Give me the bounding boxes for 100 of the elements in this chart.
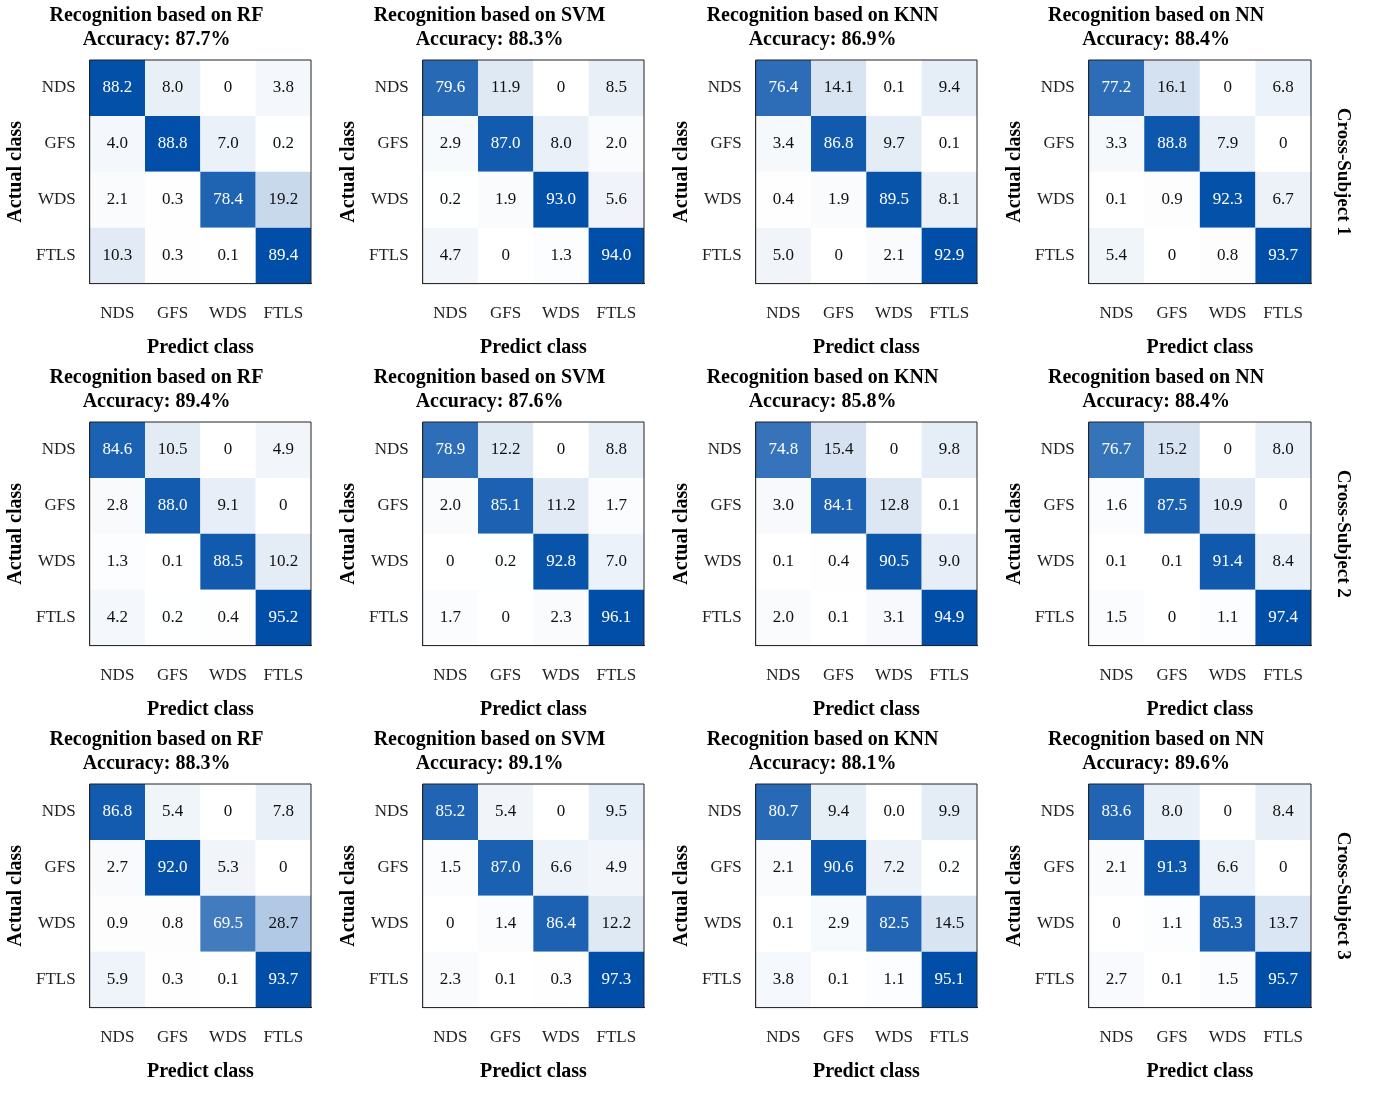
y-tick-label: FTLS bbox=[1034, 607, 1075, 627]
y-axis-title: Actual class bbox=[669, 482, 692, 585]
y-tick-label: WDS bbox=[703, 913, 742, 933]
x-tick-label: NDS bbox=[433, 303, 468, 323]
data-label: 0.4 bbox=[772, 189, 795, 209]
data-label: 0 bbox=[1167, 245, 1177, 265]
data-label: 0.4 bbox=[217, 607, 240, 627]
y-tick-label: WDS bbox=[1036, 189, 1075, 209]
data-label: 9.4 bbox=[938, 77, 961, 97]
x-tick-label: NDS bbox=[100, 665, 135, 685]
y-tick-label: GFS bbox=[44, 495, 76, 515]
x-tick-label: FTLS bbox=[263, 665, 304, 685]
data-label: 0.1 bbox=[1105, 551, 1128, 571]
x-axis-title: Predict class bbox=[812, 697, 920, 720]
data-label: 5.4 bbox=[495, 801, 517, 821]
data-label: 5.3 bbox=[217, 857, 239, 877]
x-tick-label: WDS bbox=[1208, 303, 1247, 323]
x-tick-label: GFS bbox=[490, 303, 522, 323]
data-label: 0.9 bbox=[106, 913, 128, 933]
x-tick-label: NDS bbox=[433, 665, 468, 685]
data-label: 4.2 bbox=[106, 607, 128, 627]
data-label: 87.0 bbox=[490, 133, 521, 153]
data-label: 12.2 bbox=[490, 439, 521, 459]
data-label: 1.5 bbox=[1105, 607, 1128, 627]
data-label: 16.1 bbox=[1157, 77, 1187, 97]
data-label: 7.9 bbox=[1217, 133, 1239, 153]
data-label: 7.0 bbox=[217, 133, 239, 153]
data-label: 3.3 bbox=[1105, 133, 1128, 153]
data-label: 0 bbox=[501, 245, 510, 265]
data-label: 7.2 bbox=[883, 857, 905, 877]
data-label: 80.7 bbox=[768, 801, 799, 821]
data-label: 95.2 bbox=[268, 607, 299, 627]
data-label: 83.6 bbox=[1101, 801, 1132, 821]
y-tick-label: FTLS bbox=[368, 245, 409, 265]
y-tick-label: FTLS bbox=[1034, 245, 1075, 265]
y-tick-label: NDS bbox=[374, 439, 409, 459]
y-tick-label: WDS bbox=[370, 189, 409, 209]
data-label: 0.3 bbox=[162, 969, 184, 989]
data-label: 0.0 bbox=[883, 801, 905, 821]
chart-subtitle: Accuracy: 88.3% bbox=[82, 751, 231, 775]
data-label: 0 bbox=[223, 77, 233, 97]
data-label: 0 bbox=[1167, 607, 1177, 627]
data-label: 1.6 bbox=[1105, 495, 1128, 515]
data-label: 1.4 bbox=[495, 913, 517, 933]
data-label: 10.5 bbox=[157, 439, 188, 459]
data-label: 0.9 bbox=[1161, 189, 1183, 209]
y-tick-label: NDS bbox=[374, 77, 409, 97]
data-label: 0 bbox=[1223, 801, 1232, 821]
x-axis-title: Predict class bbox=[479, 335, 587, 358]
y-axis-title: Actual class bbox=[3, 844, 26, 947]
x-tick-label: FTLS bbox=[929, 303, 970, 323]
x-tick-label: NDS bbox=[100, 1027, 135, 1047]
x-tick-label: NDS bbox=[766, 303, 801, 323]
data-label: 10.9 bbox=[1212, 495, 1243, 515]
data-label: 7.8 bbox=[272, 801, 294, 821]
data-label: 92.9 bbox=[934, 245, 965, 265]
x-tick-label: NDS bbox=[766, 665, 801, 685]
data-label: 0 bbox=[223, 439, 233, 459]
data-label: 4.0 bbox=[106, 133, 128, 153]
y-axis-title: Actual class bbox=[336, 482, 359, 585]
x-tick-label: NDS bbox=[1099, 665, 1134, 685]
data-label: 5.0 bbox=[772, 245, 794, 265]
data-label: 2.9 bbox=[439, 133, 461, 153]
x-tick-label: WDS bbox=[542, 665, 580, 685]
data-label: 0.1 bbox=[495, 969, 517, 989]
data-label: 0 bbox=[1223, 77, 1232, 97]
y-axis-title: Actual class bbox=[1002, 120, 1025, 223]
data-label: 4.9 bbox=[272, 439, 294, 459]
data-label: 95.7 bbox=[1268, 969, 1299, 989]
data-label: 2.0 bbox=[605, 133, 627, 153]
data-label: 82.5 bbox=[879, 913, 909, 933]
data-label: 0 bbox=[1112, 913, 1121, 933]
data-label: 0.8 bbox=[162, 913, 184, 933]
x-tick-label: GFS bbox=[1156, 303, 1188, 323]
y-tick-label: FTLS bbox=[35, 607, 76, 627]
x-tick-label: FTLS bbox=[929, 1027, 970, 1047]
chart-title: Recognition based on NN bbox=[1047, 3, 1265, 27]
data-label: 0.2 bbox=[938, 857, 960, 877]
y-tick-label: FTLS bbox=[368, 607, 409, 627]
data-label: 0.3 bbox=[550, 969, 572, 989]
data-label: 0 bbox=[279, 857, 288, 877]
data-label: 76.4 bbox=[768, 77, 799, 97]
data-label: 9.0 bbox=[938, 551, 960, 571]
y-tick-label: WDS bbox=[703, 551, 742, 571]
data-label: 74.8 bbox=[768, 439, 799, 459]
chart-subtitle: Accuracy: 89.4% bbox=[82, 389, 231, 413]
data-label: 87.5 bbox=[1157, 495, 1187, 515]
data-label: 8.4 bbox=[1272, 551, 1295, 571]
x-tick-label: WDS bbox=[209, 1027, 247, 1047]
data-label: 0 bbox=[1278, 857, 1288, 877]
data-label: 0.2 bbox=[495, 551, 517, 571]
x-tick-label: WDS bbox=[542, 1027, 580, 1047]
data-label: 8.0 bbox=[1272, 439, 1294, 459]
data-label: 6.6 bbox=[550, 857, 572, 877]
chart-subtitle: Accuracy: 89.6% bbox=[1082, 751, 1230, 775]
data-label: 2.7 bbox=[106, 857, 129, 877]
chart-subtitle: Accuracy: 87.7% bbox=[82, 27, 231, 51]
x-tick-label: NDS bbox=[1099, 303, 1134, 323]
y-tick-label: GFS bbox=[377, 495, 409, 515]
x-tick-label: WDS bbox=[875, 1027, 913, 1047]
